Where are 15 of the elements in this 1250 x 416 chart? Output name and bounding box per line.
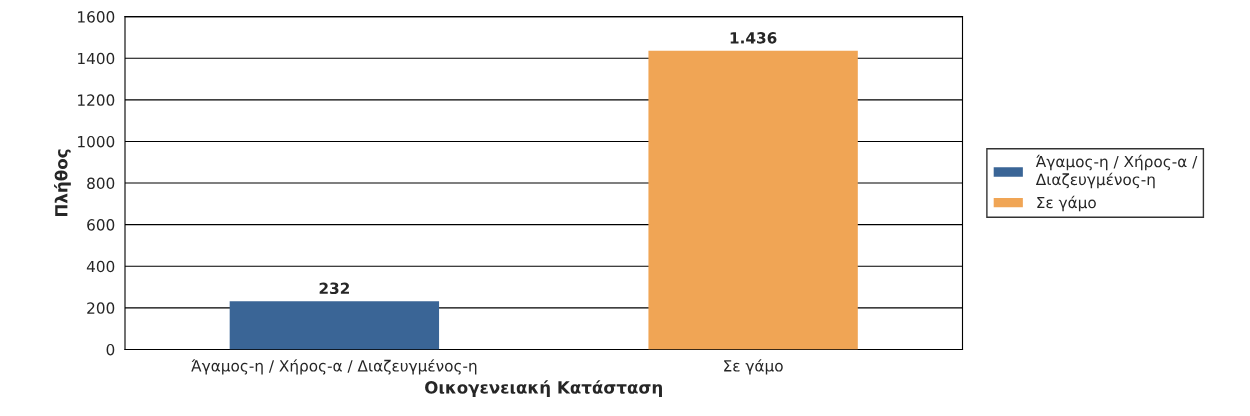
y-tick-label: 1000 <box>78 135 115 148</box>
y-tick-label: 0 <box>106 343 115 356</box>
y-tick-label: 800 <box>87 177 115 190</box>
data-label: 1.436 <box>730 32 777 44</box>
y-tick-label: 200 <box>87 302 115 314</box>
y-tick-label: 400 <box>86 260 115 273</box>
legend-label: Άγαμος-η / Χήρος-α / Διαζευγμένος-η <box>1035 154 1198 189</box>
y-tick-label: 1200 <box>78 94 115 106</box>
y-axis-title: Πλήθος <box>54 149 71 217</box>
y-tick-label: 1400 <box>78 52 115 65</box>
x-axis-title: Οικογενειακή Κατάσταση <box>425 380 662 397</box>
data-label: 232 <box>319 282 349 295</box>
legend-label: Σε γάμο <box>1037 195 1096 212</box>
y-tick-label: 1600 <box>78 11 115 23</box>
y-tick-label: 600 <box>87 219 115 231</box>
